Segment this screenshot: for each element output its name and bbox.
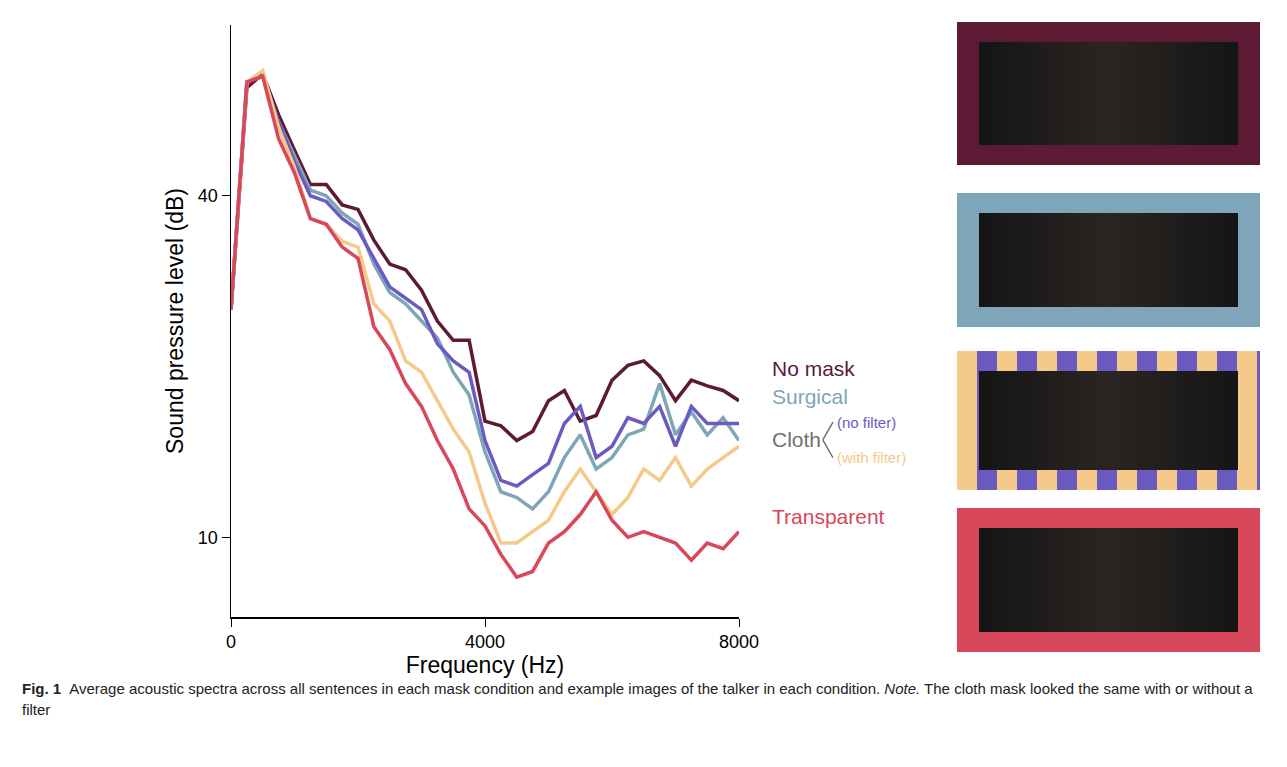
svg-text:40: 40 (198, 186, 218, 206)
svg-text:Cloth: Cloth (772, 428, 821, 451)
svg-text:Transparent: Transparent (772, 505, 885, 528)
svg-text:(with filter): (with filter) (837, 449, 906, 466)
svg-text:Frequency (Hz): Frequency (Hz) (406, 652, 564, 678)
svg-text:Surgical: Surgical (772, 385, 848, 408)
html-text:Fig. 1: Fig. 1 (22, 680, 62, 697)
svg-text:Sound pressure level (dB): Sound pressure level (dB) (162, 188, 188, 454)
svg-text:4000: 4000 (465, 632, 505, 652)
svg-text:8000: 8000 (719, 632, 759, 652)
svg-text:0: 0 (226, 632, 236, 652)
html-text:Average acoustic spectra acros: Average acoustic spectra across all sent… (22, 680, 1253, 718)
svg-text:(no filter): (no filter) (837, 414, 896, 431)
svg-text:10: 10 (198, 528, 218, 548)
svg-text:No mask: No mask (772, 357, 855, 380)
